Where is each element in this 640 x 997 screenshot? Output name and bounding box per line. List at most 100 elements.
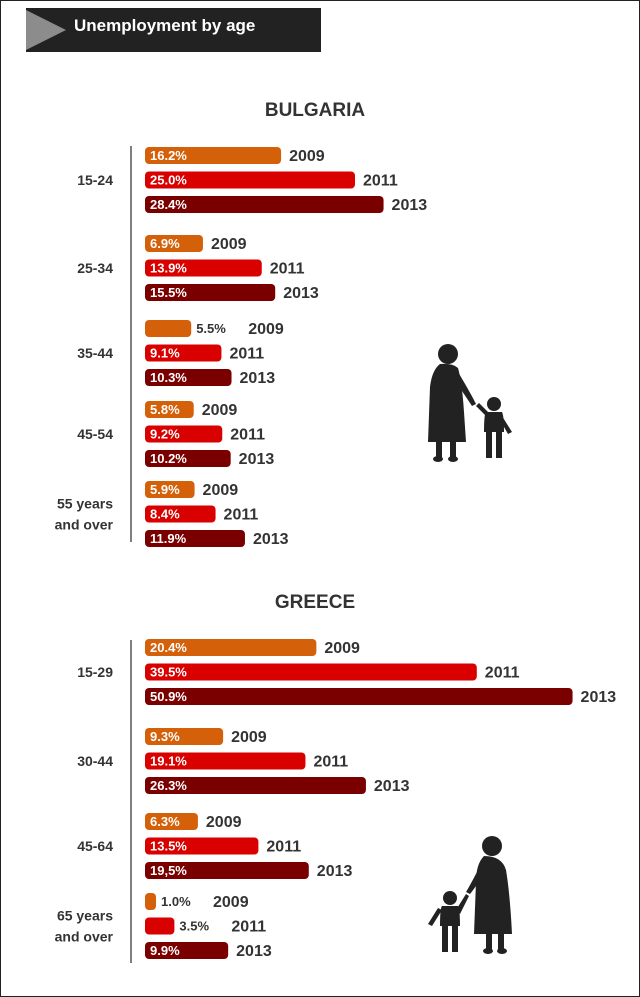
bar bbox=[145, 663, 477, 681]
data-label: 3.5% bbox=[179, 919, 209, 934]
page-title: Unemployment by age bbox=[74, 16, 256, 35]
bar bbox=[145, 942, 229, 959]
year-label: 2009 bbox=[206, 814, 242, 831]
bar bbox=[145, 369, 232, 386]
data-label: 25.0% bbox=[150, 173, 187, 188]
data-label: 15.5% bbox=[150, 285, 187, 300]
bar bbox=[145, 284, 276, 301]
data-label: 13.5% bbox=[150, 839, 187, 854]
bar bbox=[145, 639, 317, 656]
year-label: 2013 bbox=[240, 370, 276, 387]
age-group-label: 65 years bbox=[57, 908, 113, 924]
data-label: 26.3% bbox=[150, 778, 187, 793]
data-label: 6.9% bbox=[150, 236, 180, 251]
bar bbox=[145, 450, 231, 467]
age-group-label: 30-44 bbox=[77, 753, 113, 769]
elderly-woman-with-child-icon bbox=[428, 344, 512, 462]
data-label: 9.3% bbox=[150, 729, 180, 744]
year-label: 2013 bbox=[283, 285, 319, 302]
year-label: 2013 bbox=[253, 531, 289, 548]
age-group-label: 25-34 bbox=[77, 260, 113, 276]
data-label: 10.2% bbox=[150, 451, 187, 466]
data-label: 50.9% bbox=[150, 689, 187, 704]
bar bbox=[145, 837, 259, 855]
data-label: 6.3% bbox=[150, 814, 180, 829]
bar bbox=[145, 344, 222, 362]
age-group-label: 45-64 bbox=[77, 838, 113, 854]
year-label: 2009 bbox=[211, 236, 247, 253]
year-label: 2009 bbox=[248, 321, 284, 338]
year-label: 2009 bbox=[203, 482, 239, 499]
year-label: 2013 bbox=[236, 943, 272, 960]
year-label: 2013 bbox=[239, 451, 275, 468]
bar bbox=[145, 171, 355, 189]
header-arrow-icon bbox=[26, 10, 66, 50]
age-group-label: 15-29 bbox=[77, 664, 113, 680]
bar bbox=[145, 425, 223, 443]
bar bbox=[145, 196, 384, 213]
bar bbox=[145, 481, 195, 498]
year-label: 2011 bbox=[363, 173, 398, 190]
country-title: GREECE bbox=[275, 592, 355, 613]
data-label: 5.5% bbox=[196, 321, 226, 336]
bar bbox=[145, 401, 194, 418]
bar bbox=[145, 235, 203, 252]
bar bbox=[145, 917, 175, 935]
data-label: 11.9% bbox=[150, 531, 187, 546]
header-bar bbox=[26, 8, 321, 52]
country-title: BULGARIA bbox=[265, 100, 366, 121]
bar bbox=[145, 777, 366, 794]
year-label: 2009 bbox=[289, 148, 325, 165]
year-label: 2013 bbox=[581, 689, 617, 706]
age-group-label: 55 years bbox=[57, 496, 113, 512]
year-label: 2013 bbox=[374, 778, 410, 795]
data-label: 16.2% bbox=[150, 148, 187, 163]
age-group-label: 15-24 bbox=[77, 172, 113, 188]
year-label: 2011 bbox=[270, 261, 305, 278]
bar bbox=[145, 893, 156, 910]
data-label: 39.5% bbox=[150, 665, 187, 680]
data-label: 1.0% bbox=[161, 894, 191, 909]
bar bbox=[145, 688, 573, 705]
child-with-elderly-woman-icon bbox=[428, 836, 512, 954]
year-label: 2013 bbox=[317, 863, 353, 880]
year-label: 2011 bbox=[231, 919, 266, 936]
age-group-label: and over bbox=[55, 929, 114, 945]
bar bbox=[145, 862, 309, 879]
bar bbox=[145, 505, 216, 523]
data-label: 20.4% bbox=[150, 640, 187, 655]
year-label: 2013 bbox=[392, 197, 428, 214]
age-group-label: 45-54 bbox=[77, 426, 113, 442]
data-label: 19.1% bbox=[150, 754, 187, 769]
year-label: 2009 bbox=[202, 402, 238, 419]
data-label: 10.3% bbox=[150, 370, 187, 385]
data-label: 13.9% bbox=[150, 261, 187, 276]
data-label: 19,5% bbox=[150, 863, 187, 878]
data-label: 5.8% bbox=[150, 402, 180, 417]
bar bbox=[145, 530, 245, 547]
bar bbox=[145, 147, 282, 164]
year-label: 2011 bbox=[485, 665, 520, 682]
data-label: 9.2% bbox=[150, 427, 180, 442]
data-label: 9.9% bbox=[150, 943, 180, 958]
bar bbox=[145, 813, 198, 830]
year-label: 2009 bbox=[231, 729, 267, 746]
bar bbox=[145, 259, 262, 277]
year-label: 2009 bbox=[213, 894, 249, 911]
bar bbox=[145, 728, 224, 745]
year-label: 2011 bbox=[229, 346, 264, 363]
bar bbox=[145, 752, 306, 770]
data-label: 8.4% bbox=[150, 507, 180, 522]
year-label: 2011 bbox=[224, 507, 259, 524]
year-label: 2011 bbox=[266, 839, 301, 856]
year-label: 2009 bbox=[324, 640, 360, 657]
age-group-label: 35-44 bbox=[77, 345, 113, 361]
data-label: 28.4% bbox=[150, 197, 187, 212]
year-label: 2011 bbox=[313, 754, 348, 771]
data-label: 9.1% bbox=[150, 346, 180, 361]
age-group-label: and over bbox=[55, 517, 114, 533]
data-label: 5.9% bbox=[150, 482, 180, 497]
year-label: 2011 bbox=[230, 427, 265, 444]
bar bbox=[145, 320, 192, 337]
